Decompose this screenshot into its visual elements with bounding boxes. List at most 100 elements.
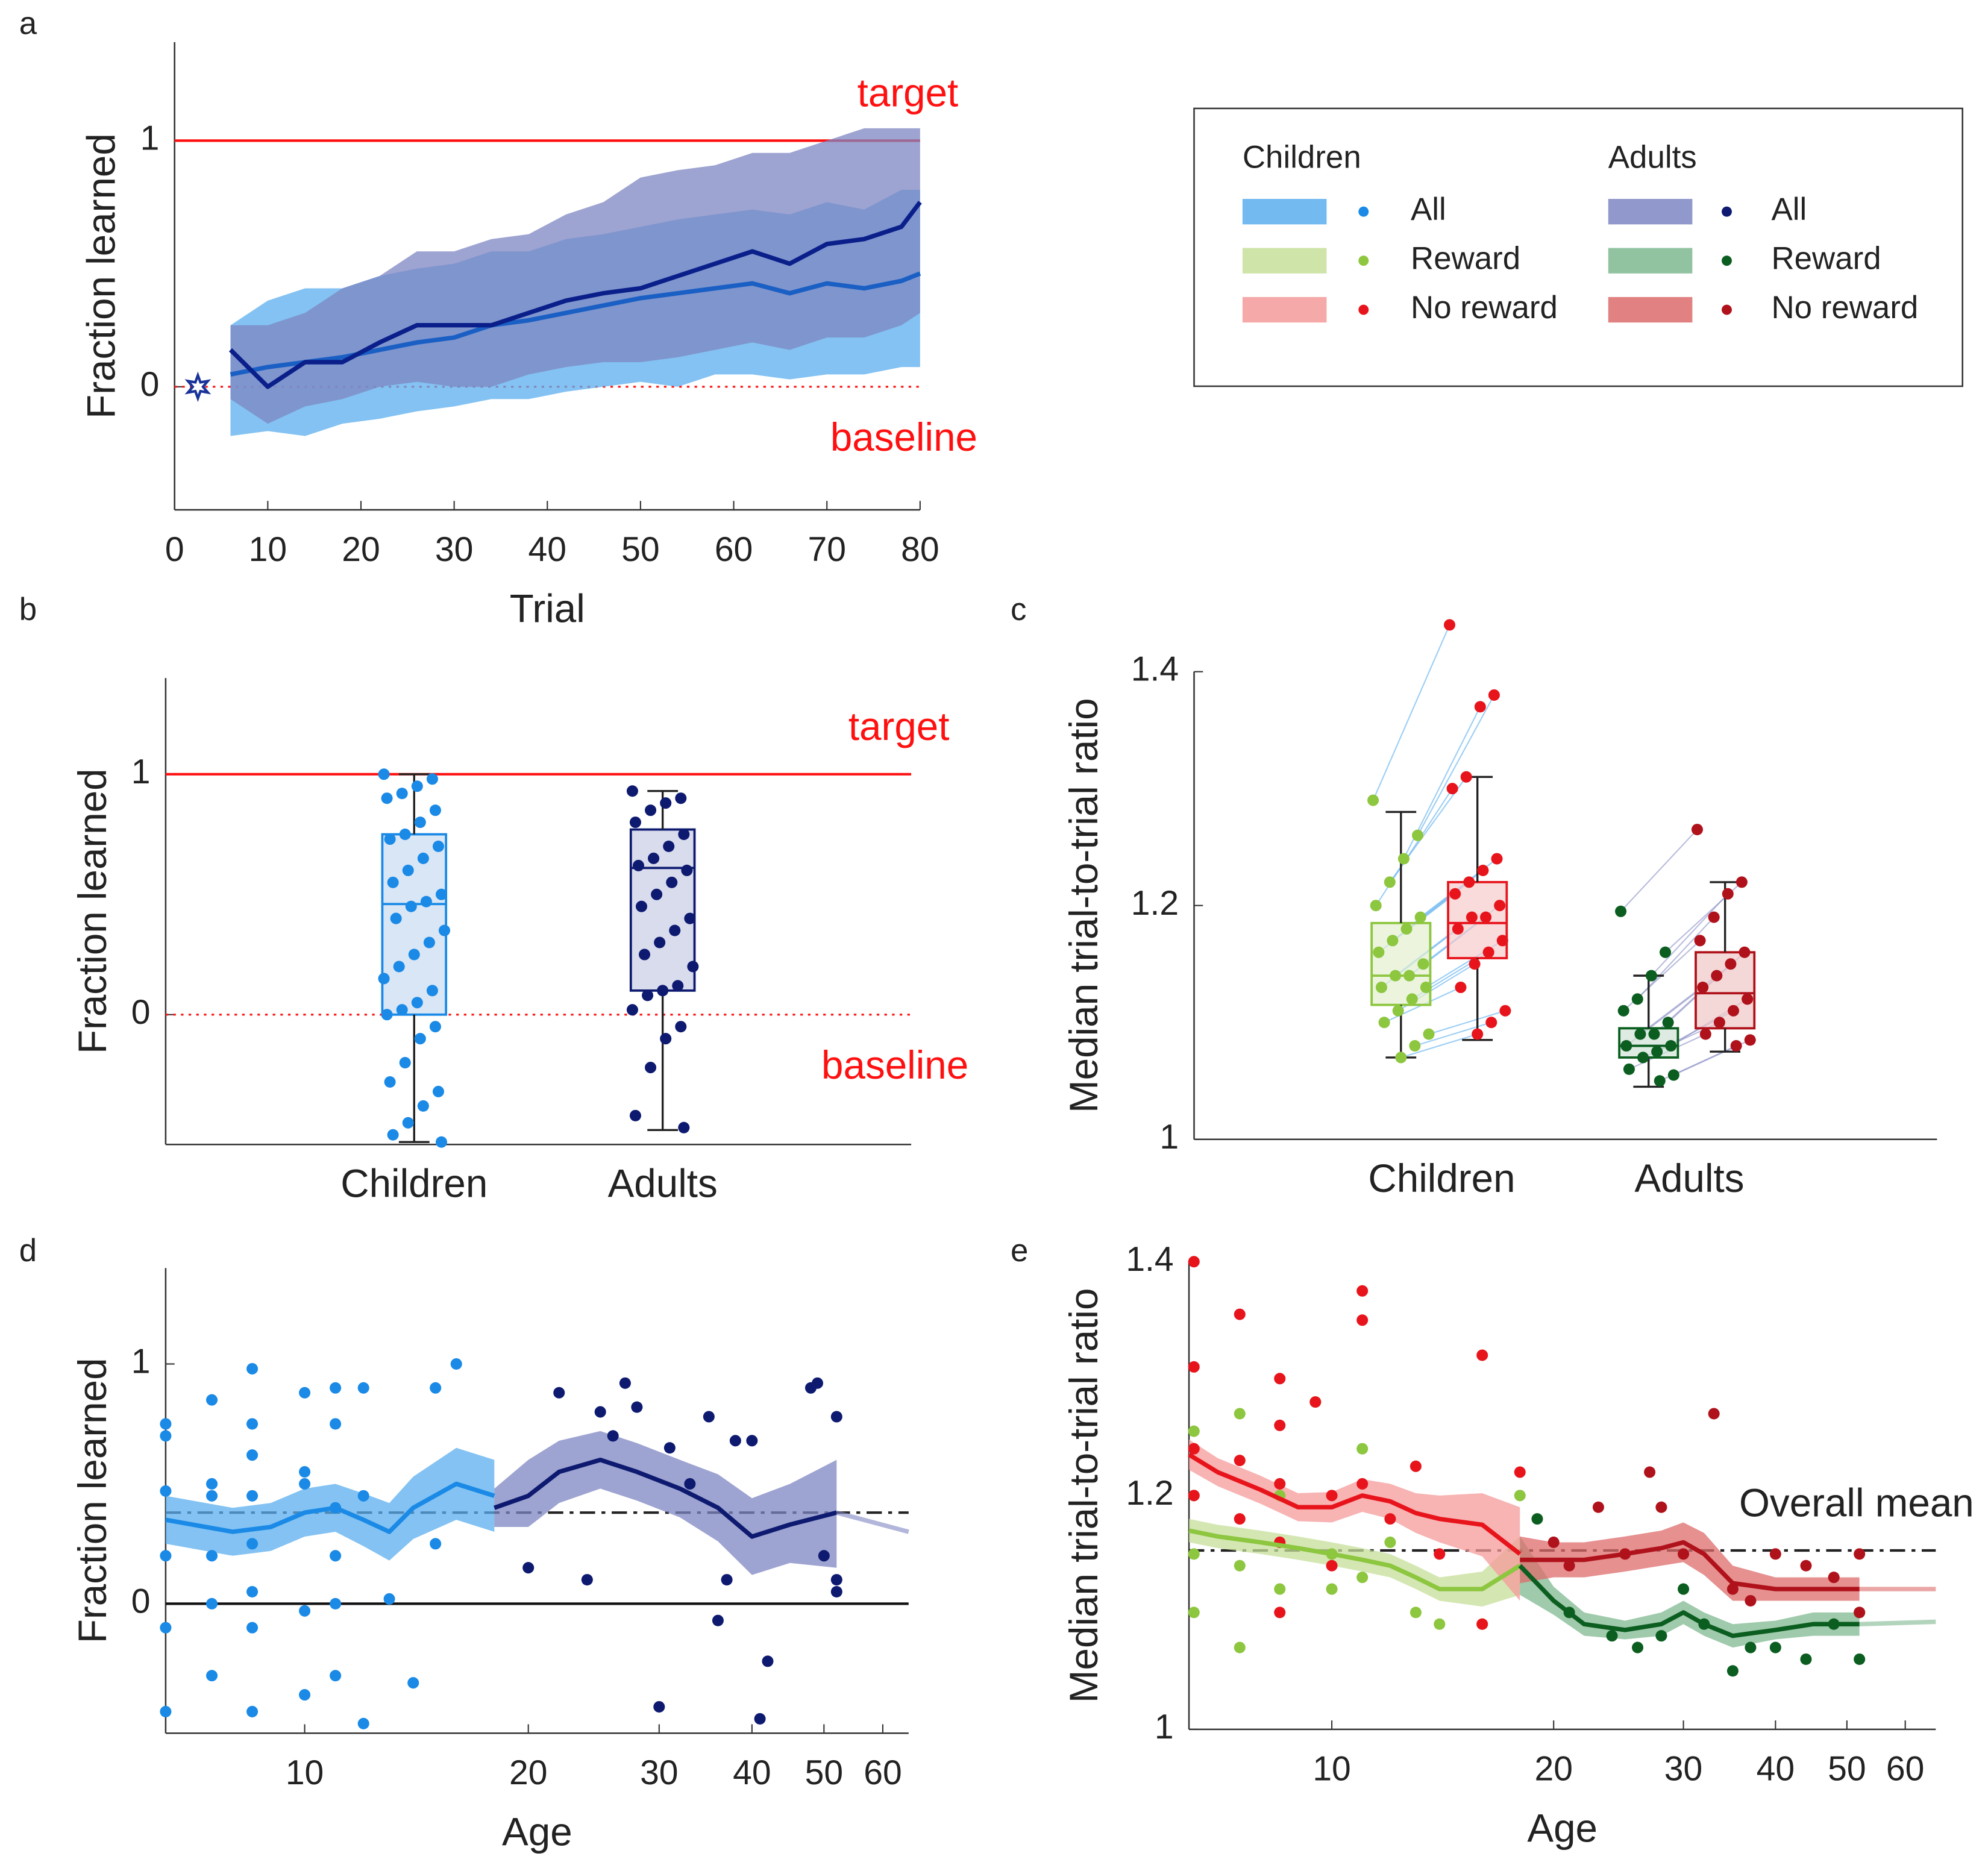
point (357, 1717, 369, 1729)
x-tick-label: 10 (286, 1754, 324, 1792)
point (1667, 1069, 1679, 1081)
point (1728, 1005, 1740, 1017)
legend-dot (1358, 255, 1369, 266)
y-tick-label: 1 (140, 119, 160, 157)
point (1637, 1052, 1649, 1064)
y-tick-label: 1 (1155, 1708, 1174, 1746)
point (1606, 1630, 1618, 1642)
point (1769, 1641, 1781, 1654)
point (330, 1670, 342, 1682)
point (417, 852, 429, 864)
point (1659, 946, 1672, 958)
point (330, 1550, 342, 1562)
legend-dot (1722, 255, 1732, 266)
point (299, 1387, 311, 1399)
point (1409, 1040, 1421, 1052)
point (626, 785, 638, 797)
point (1514, 1466, 1526, 1478)
x-tick-label: 20 (1534, 1750, 1573, 1788)
point (1417, 958, 1429, 970)
point (1234, 1308, 1246, 1320)
point (648, 852, 660, 864)
point (423, 936, 435, 948)
point (619, 1377, 631, 1389)
point (1655, 1630, 1667, 1642)
point (1449, 888, 1461, 900)
x-axis-label: Trial (510, 587, 585, 631)
point (830, 1574, 842, 1586)
point (1188, 1548, 1200, 1560)
point (1390, 970, 1402, 982)
point (1384, 876, 1396, 888)
point (246, 1705, 259, 1717)
point (594, 1406, 606, 1418)
x-tick-label: Children (1368, 1156, 1515, 1200)
point (1634, 1028, 1646, 1040)
point (678, 829, 690, 841)
point (1648, 1028, 1660, 1040)
legend-swatch (1242, 248, 1327, 274)
point (651, 888, 663, 900)
point (387, 1129, 399, 1141)
point (1406, 993, 1418, 1005)
x-tick-label: 10 (1312, 1750, 1350, 1788)
point (1476, 1349, 1488, 1361)
mean-line (228, 201, 922, 389)
point (411, 997, 423, 1009)
point (399, 829, 411, 841)
x-tick-label: Adults (1634, 1156, 1744, 1200)
panel-label: d (19, 1233, 37, 1268)
point (405, 900, 417, 912)
point (663, 1442, 676, 1454)
reference-label: target (848, 704, 950, 748)
point (1309, 1396, 1322, 1408)
point (160, 1418, 172, 1430)
x-tick-label: Children (340, 1161, 488, 1205)
point (1854, 1607, 1866, 1619)
point (357, 1382, 369, 1394)
x-tick-label: 20 (342, 530, 380, 569)
point (1725, 958, 1737, 970)
point (1691, 824, 1703, 836)
point (684, 912, 696, 924)
x-tick-label: 50 (621, 530, 660, 569)
point (1274, 1373, 1286, 1385)
box (381, 833, 448, 1016)
panel-label: b (19, 592, 37, 627)
point (629, 817, 641, 829)
point (639, 948, 651, 961)
point (1466, 911, 1478, 923)
point (1496, 935, 1508, 947)
point (1356, 1443, 1369, 1455)
point (1491, 853, 1503, 865)
point (1234, 1408, 1246, 1420)
point (1742, 993, 1754, 1005)
legend-label: All (1411, 192, 1446, 227)
point (1434, 1618, 1446, 1630)
point (430, 1538, 442, 1550)
point (439, 924, 451, 936)
legend-label: No reward (1411, 290, 1558, 325)
x-tick-label: 30 (1664, 1750, 1703, 1788)
point (1370, 900, 1382, 912)
point (206, 1670, 218, 1682)
point (1326, 1560, 1338, 1572)
point (675, 792, 687, 804)
point (1494, 900, 1506, 912)
point (1744, 1034, 1756, 1046)
point (1678, 1548, 1690, 1560)
pair-line (1637, 917, 1714, 1000)
point (399, 1057, 411, 1069)
legend-label: Reward (1771, 241, 1881, 277)
x-tick-label: 10 (249, 530, 287, 569)
point (1708, 911, 1720, 923)
point (653, 1701, 665, 1713)
point (1631, 993, 1643, 1005)
fit-extension (1859, 1619, 1936, 1626)
point (635, 900, 648, 912)
point (522, 1562, 535, 1574)
point (660, 1033, 672, 1045)
fit-line (494, 1457, 838, 1539)
point (1423, 1028, 1435, 1040)
